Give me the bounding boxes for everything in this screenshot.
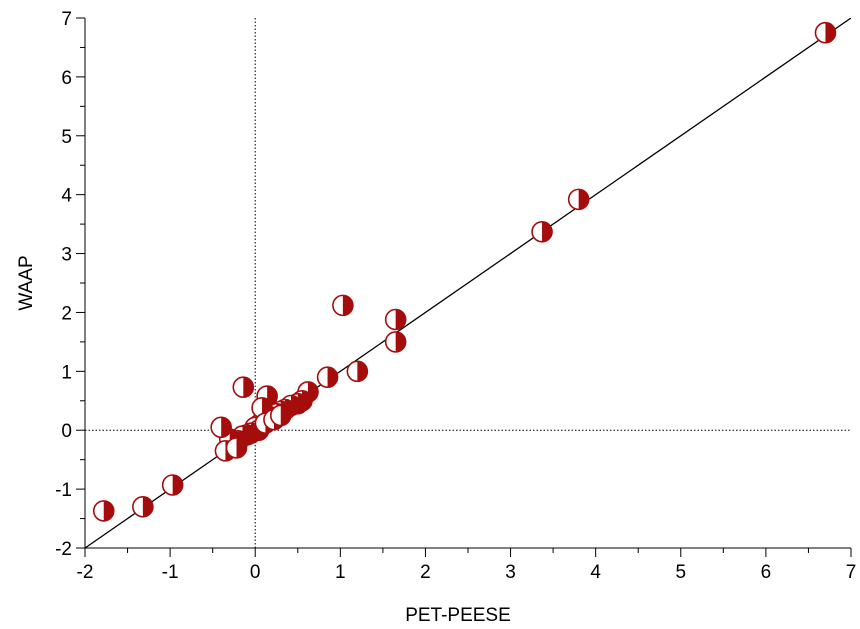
y-tick-label: -1 — [55, 480, 72, 501]
x-tick-label: -2 — [77, 562, 94, 583]
data-points — [92, 21, 837, 522]
y-tick-label: 2 — [61, 303, 72, 324]
x-tick-label: 1 — [335, 562, 346, 583]
y-tick-label: 4 — [61, 186, 72, 207]
x-tick-label: 2 — [420, 562, 431, 583]
axes — [76, 17, 852, 557]
x-tick-label: 6 — [761, 562, 772, 583]
y-tick-label: 5 — [61, 127, 72, 148]
data-point — [346, 360, 369, 383]
x-axis-title: PET-PEESE — [405, 605, 511, 626]
data-point — [210, 416, 232, 439]
y-axis-title: WAAP — [16, 255, 37, 310]
x-tick-label: 4 — [590, 562, 601, 583]
data-point — [132, 495, 154, 518]
data-point — [332, 294, 354, 317]
identity-line — [85, 18, 851, 548]
x-tick-label: -1 — [162, 562, 179, 583]
data-point — [92, 500, 115, 522]
data-point — [316, 366, 339, 389]
data-point — [269, 404, 292, 427]
y-tick-label: 6 — [61, 68, 72, 89]
data-point — [384, 331, 407, 353]
data-point — [384, 308, 407, 331]
y-tick-label: 7 — [61, 9, 72, 30]
tick-labels: -2 -1 0 1 2 3 4 5 6 7 -2 -1 0 1 2 3 4 5 6 7 — [55, 9, 856, 583]
data-point — [814, 21, 837, 44]
x-tick-label: 0 — [250, 562, 261, 583]
y-tick-label: 3 — [61, 245, 72, 266]
data-point — [161, 474, 184, 496]
x-tick-label: 7 — [846, 562, 857, 583]
data-point — [567, 188, 590, 211]
data-point — [232, 376, 255, 399]
x-tick-label: 3 — [505, 562, 516, 583]
y-tick-label: 0 — [61, 421, 72, 442]
y-tick-label: -2 — [55, 539, 72, 560]
reference-lines — [85, 18, 851, 548]
data-point — [531, 220, 553, 243]
y-tick-label: 1 — [61, 362, 72, 383]
data-point — [225, 437, 248, 459]
x-tick-label: 5 — [675, 562, 686, 583]
